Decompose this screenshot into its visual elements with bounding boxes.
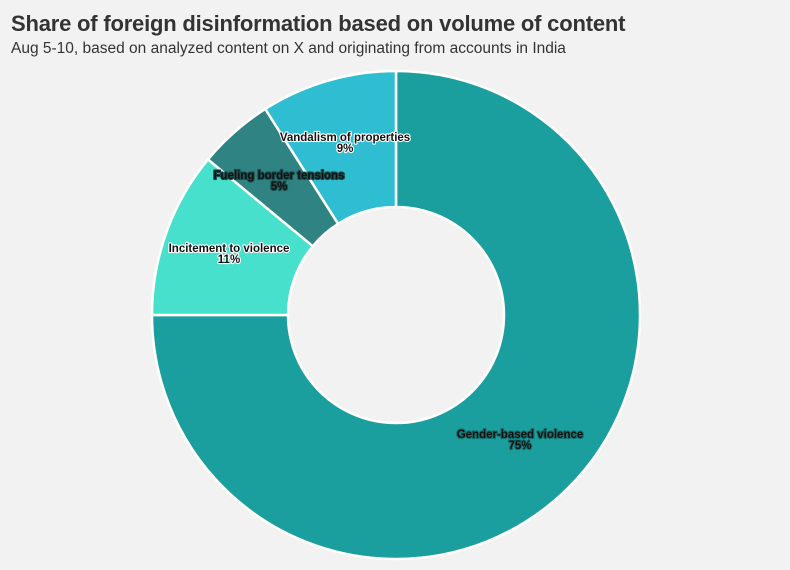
- donut-slices: [150, 69, 642, 561]
- slice-label: Fueling border tensions 5%: [214, 170, 345, 193]
- slice-category-label: Vandalism of properties: [280, 132, 410, 144]
- slice-label: Gender-based violence 75%: [457, 429, 584, 452]
- slice-value-label: 5%: [271, 181, 288, 193]
- slice-value-label: 11%: [218, 254, 240, 266]
- slice-vandalism-of-properties[interactable]: [264, 69, 398, 226]
- slice-gender-based-violence[interactable]: [150, 69, 642, 561]
- chart-header: Share of foreign disinformation based on…: [11, 10, 781, 59]
- donut-labels: Gender-based violence 75% Incitement to vi…: [168, 131, 585, 453]
- slice-value-label: 9%: [337, 143, 354, 155]
- slice-label: Incitement to violence 11%: [169, 243, 290, 266]
- slice-category-label: Fueling border tensions: [214, 170, 345, 182]
- chart-title: Share of foreign disinformation based on…: [11, 11, 626, 36]
- slice-category-label: Gender-based violence: [457, 429, 584, 441]
- slice-label: Vandalism of properties 9%: [280, 132, 410, 155]
- slice-category-label: Incitement to violence: [169, 243, 290, 255]
- slice-value-label: 75%: [508, 440, 531, 452]
- chart-subtitle: Aug 5-10, based on analyzed content on X…: [11, 40, 566, 57]
